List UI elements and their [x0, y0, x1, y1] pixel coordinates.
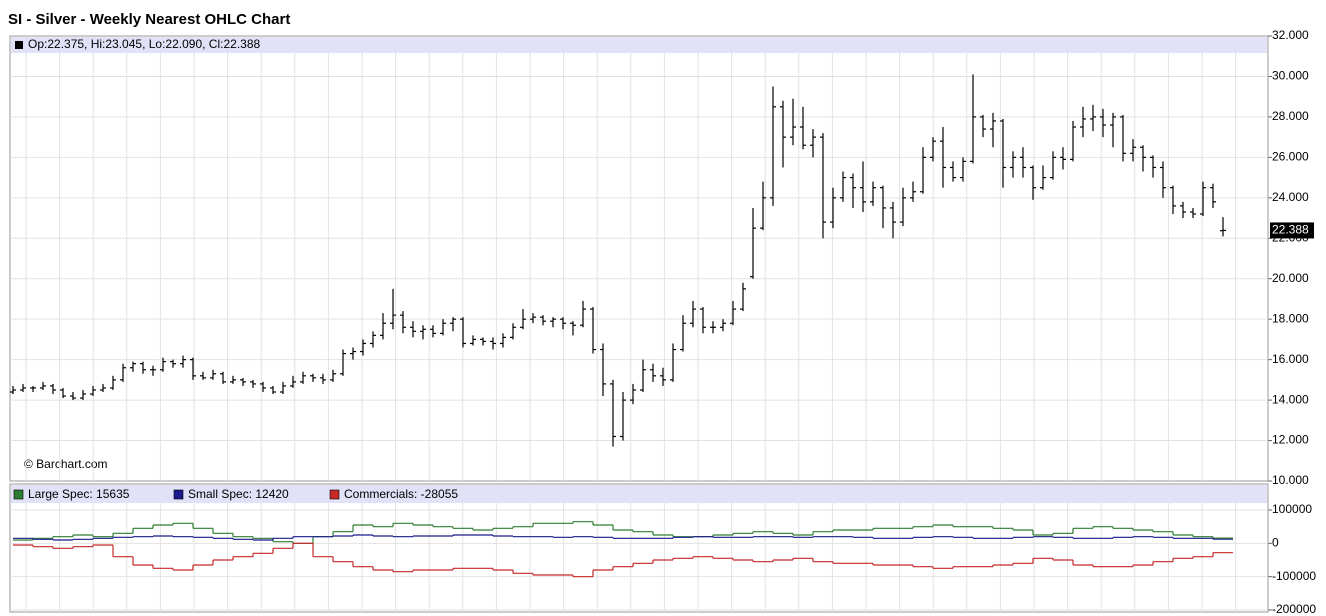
price-legend: Op:22.375, Hi:23.045, Lo:22.090, Cl:22.3… [28, 37, 260, 51]
y-tick-label: 30.000 [1272, 69, 1309, 83]
legend-swatch [15, 41, 23, 49]
last-price-label: 22.388 [1272, 223, 1309, 237]
y-tick-label: 26.000 [1272, 150, 1309, 164]
y-tick-label: 28.000 [1272, 109, 1309, 123]
y-tick-label: 16.000 [1272, 352, 1309, 366]
price-header [11, 37, 1267, 53]
legend-swatch [329, 489, 340, 500]
y-tick-label: 10.000 [1272, 473, 1309, 487]
cot-header [11, 485, 1267, 503]
y-tick-label: 20.000 [1272, 271, 1309, 285]
price-panel [9, 35, 1269, 482]
chart-title: SI - Silver - Weekly Nearest OHLC Chart [8, 11, 290, 28]
y-tick-label: 32.000 [1272, 28, 1309, 42]
y-tick-label: 0 [1272, 536, 1279, 550]
legend-label: Large Spec: 15635 [28, 487, 130, 501]
legend-label: Small Spec: 12420 [188, 487, 289, 501]
y-tick-label: -100000 [1272, 569, 1316, 583]
legend-label: Commercials: -28055 [344, 487, 458, 501]
cot-panel [9, 483, 1269, 613]
y-tick-label: 100000 [1272, 502, 1312, 516]
y-tick-label: -200000 [1272, 602, 1316, 616]
y-tick-label: 14.000 [1272, 392, 1309, 406]
legend-swatch [13, 489, 24, 500]
annotation: © Barchart.com [24, 457, 108, 471]
y-tick-label: 12.000 [1272, 433, 1309, 447]
last-price-box [1270, 222, 1314, 239]
y-tick-label: 24.000 [1272, 190, 1309, 204]
y-tick-label: 18.000 [1272, 311, 1309, 325]
legend-swatch [173, 489, 184, 500]
